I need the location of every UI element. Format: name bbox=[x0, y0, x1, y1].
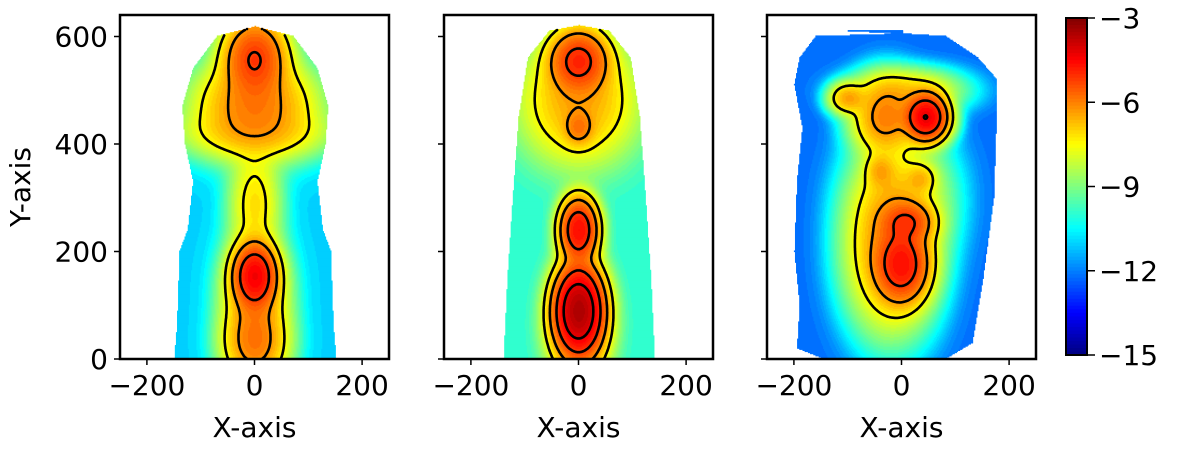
x-tick-label: 200 bbox=[659, 369, 712, 402]
contour-level bbox=[238, 50, 271, 302]
y-tick-label: 200 bbox=[55, 236, 108, 269]
x-tick-label: −200 bbox=[108, 369, 185, 402]
panel-3: −200 0 200 X-axis bbox=[755, 13, 1038, 444]
x-axis-label: X-axis bbox=[860, 411, 944, 444]
colorbar-tick-label: −15 bbox=[1099, 339, 1158, 372]
contour-lines bbox=[832, 75, 955, 320]
colorbar-tick-label: −3 bbox=[1099, 2, 1140, 35]
heatmap-field bbox=[173, 25, 337, 359]
contour-level bbox=[869, 89, 949, 304]
colorbar-tick-label: −12 bbox=[1099, 255, 1158, 288]
contour-level bbox=[922, 114, 929, 121]
y-tick-label: 400 bbox=[55, 128, 108, 161]
x-tick-label: 0 bbox=[893, 369, 911, 402]
x-tick-label: −200 bbox=[432, 369, 509, 402]
contour-level bbox=[562, 282, 595, 340]
x-axis-label: X-axis bbox=[537, 411, 621, 444]
contour-level bbox=[883, 99, 942, 288]
x-tick-label: 0 bbox=[570, 369, 588, 402]
colorbar-tick-label: −9 bbox=[1099, 171, 1140, 204]
y-axis-label: Y-axis bbox=[4, 147, 37, 228]
contour-level bbox=[555, 47, 602, 354]
y-tick-label: 0 bbox=[90, 343, 108, 376]
x-tick-label: −200 bbox=[755, 369, 832, 402]
contour-level bbox=[832, 75, 955, 320]
x-tick-label: 200 bbox=[982, 369, 1035, 402]
x-tick-label: 200 bbox=[335, 369, 388, 402]
x-tick-label: 0 bbox=[246, 369, 264, 402]
heatmap-field bbox=[793, 30, 997, 359]
y-tick-label: 600 bbox=[55, 21, 108, 54]
x-axis-label: X-axis bbox=[213, 411, 297, 444]
panel-2: −200 0 200 X-axis bbox=[432, 13, 715, 444]
colorbar: −3 −6 −9 −12 −15 bbox=[1065, 2, 1158, 372]
colorbar-tick-label: −6 bbox=[1099, 86, 1140, 119]
